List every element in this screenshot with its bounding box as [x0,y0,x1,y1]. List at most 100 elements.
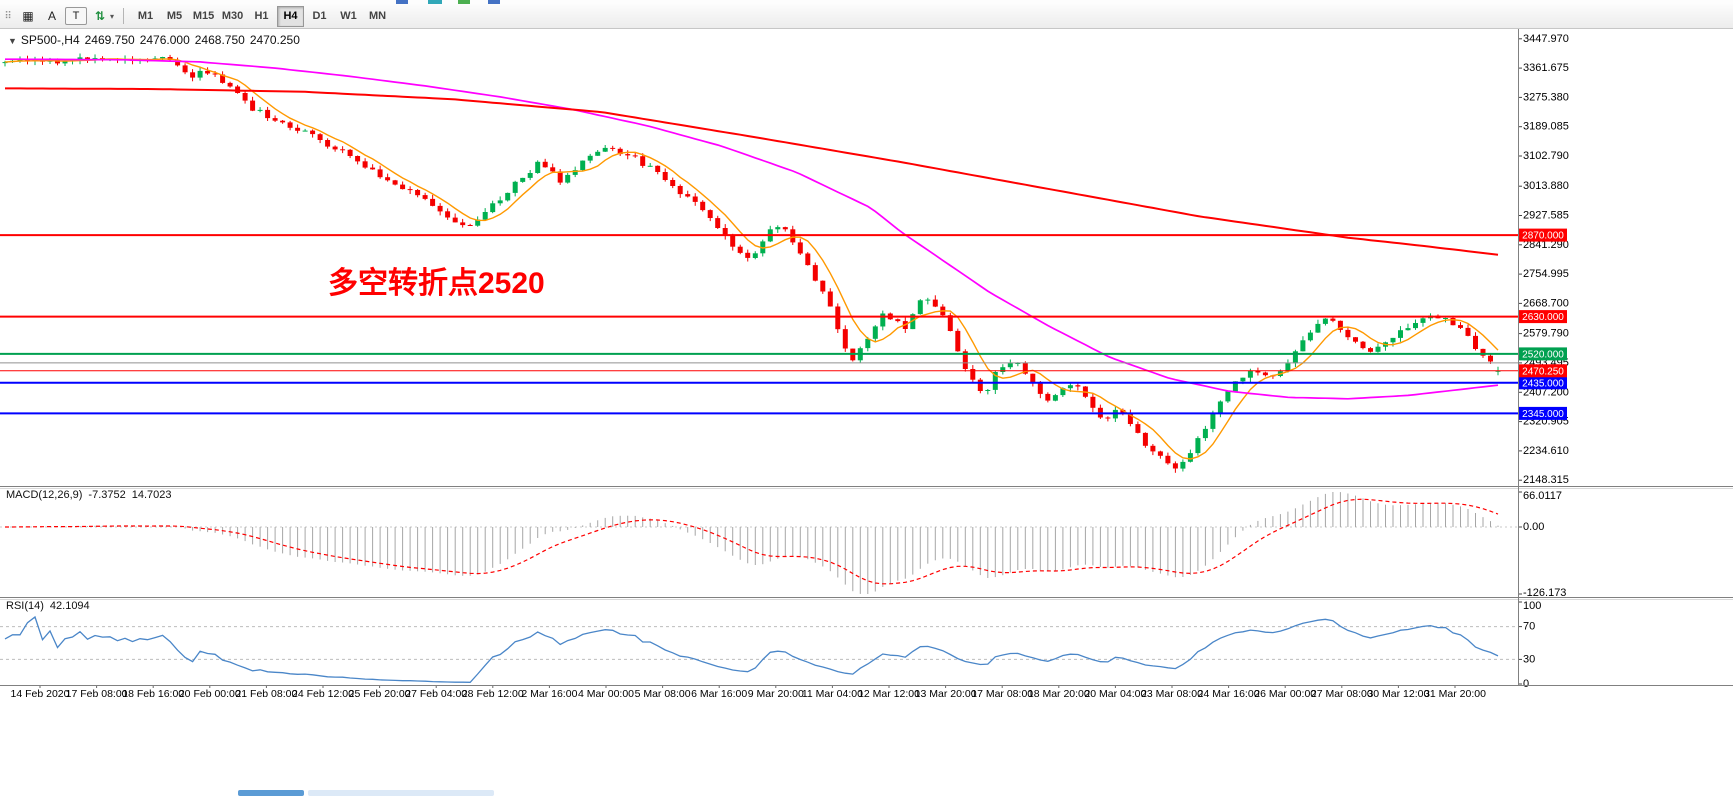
svg-text:2754.995: 2754.995 [1523,268,1569,280]
timeframe-m30[interactable]: M30 [221,10,244,22]
toolbar-icon-fragment [458,0,470,4]
timeframe-m5[interactable]: M5 [166,10,183,22]
macd-signal-line [5,498,1499,585]
svg-text:26 Mar 00:00: 26 Mar 00:00 [1254,688,1316,700]
toolbar-grip[interactable]: ⠿ [4,10,12,22]
timeframe-d1[interactable]: D1 [312,10,327,22]
timeframe-mn[interactable]: MN [368,10,387,22]
svg-text:0.00: 0.00 [1523,521,1544,533]
svg-text:2435.000: 2435.000 [1522,378,1564,389]
macd-label: MACD(12,26,9) [6,489,83,501]
svg-text:17 Feb 08:00: 17 Feb 08:00 [66,688,128,700]
rsi-indicator-header: RSI(14) 42.1094 [6,600,96,612]
svg-text:2579.790: 2579.790 [1523,328,1569,340]
ohlc-high: 2476.000 [139,33,190,47]
svg-text:3013.880: 3013.880 [1523,180,1569,192]
svg-text:6 Mar 16:00: 6 Mar 16:00 [691,688,747,700]
svg-text:3275.380: 3275.380 [1523,91,1569,103]
collapse-triangle-icon[interactable]: ▼ [8,36,17,46]
ma-fast-line [4,58,1499,460]
rsi-line [4,615,1499,683]
svg-text:-126.173: -126.173 [1523,587,1566,599]
ohlc-close: 2470.250 [249,33,300,47]
svg-text:4 Mar 00:00: 4 Mar 00:00 [578,688,634,700]
svg-text:70: 70 [1523,621,1535,633]
svg-text:0: 0 [1523,678,1529,690]
macd-indicator-header: MACD(12,26,9) -7.3752 14.7023 [6,489,178,501]
bottom-tab[interactable] [308,790,494,796]
text-annotation-icon[interactable]: A [47,9,56,23]
svg-text:27 Mar 08:00: 27 Mar 08:00 [1311,688,1373,700]
chart-ohlc-header: ▼ SP500-,H4 2469.750 2476.000 2468.750 2470.2… [8,33,305,47]
indicator-arrows-icon[interactable]: ⇅ [94,9,106,23]
rsi-label: RSI(14) [6,600,44,612]
svg-text:20 Feb 00:00: 20 Feb 00:00 [179,688,241,700]
top-toolbar-sliver [0,0,1733,4]
toolbar-separator [123,8,125,24]
toolbar-icon-fragment [488,0,500,4]
chart-text-annotation[interactable]: 多空转折点2520 [328,267,545,300]
svg-text:2841.290: 2841.290 [1523,239,1569,251]
svg-text:18 Mar 20:00: 18 Mar 20:00 [1028,688,1090,700]
timeframe-h1[interactable]: H1 [254,10,269,22]
candlestick-layer [2,53,1501,473]
bottom-tab-strip [0,789,1733,797]
toolbar-icon-fragment [396,0,408,4]
chart-window-icon[interactable]: ▦ [22,9,34,23]
svg-text:2 Mar 16:00: 2 Mar 16:00 [521,688,577,700]
svg-text:11 Mar 04:00: 11 Mar 04:00 [802,688,863,700]
ma-medium-line [5,58,1499,400]
timeframe-w1[interactable]: W1 [340,10,357,22]
svg-text:17 Mar 08:00: 17 Mar 08:00 [971,688,1033,700]
price-tag: 2345.000 [1519,406,1567,420]
svg-text:18 Feb 16:00: 18 Feb 16:00 [122,688,184,700]
chevron-down-icon[interactable]: ▾ [110,11,115,21]
svg-text:25 Feb 20:00: 25 Feb 20:00 [349,688,411,700]
rsi-panel: 100 70 30 0 [0,600,1541,690]
price-tag: 2520.000 [1519,347,1567,361]
rsi-value: 42.1094 [49,600,90,612]
svg-text:2470.250: 2470.250 [1522,366,1564,377]
ma-slow-line [5,87,1499,256]
svg-text:27 Feb 04:00: 27 Feb 04:00 [405,688,467,700]
timeframe-m1[interactable]: M1 [137,10,154,22]
toolbar-icon-fragment [428,0,442,4]
svg-text:9 Mar 20:00: 9 Mar 20:00 [748,688,804,700]
svg-text:12 Mar 12:00: 12 Mar 12:00 [858,688,920,700]
macd-main-value: -7.3752 [88,489,126,501]
svg-text:13 Mar 20:00: 13 Mar 20:00 [915,688,977,700]
svg-text:24 Mar 16:00: 24 Mar 16:00 [1198,688,1260,700]
panel-separators[interactable] [0,29,1733,686]
timeframe-m15[interactable]: M15 [192,10,215,22]
svg-text:3447.970: 3447.970 [1523,33,1569,45]
price-tag: 2435.000 [1519,376,1567,390]
svg-text:3189.085: 3189.085 [1523,121,1569,133]
svg-text:23 Mar 08:00: 23 Mar 08:00 [1141,688,1203,700]
svg-text:2927.585: 2927.585 [1523,210,1569,222]
svg-text:66.0117: 66.0117 [1523,490,1562,502]
svg-text:2870.000: 2870.000 [1522,231,1564,242]
price-axis: 3447.970 3361.675 3275.380 3189.085 3102.790… [1518,33,1569,486]
ohlc-low: 2468.750 [194,33,245,47]
svg-text:2668.700: 2668.700 [1523,297,1569,309]
label-tool-icon[interactable]: T [65,7,87,25]
svg-text:5 Mar 08:00: 5 Mar 08:00 [635,688,691,700]
macd-panel: 66.0117 0.00 -126.173 [0,490,1566,599]
price-tag: 2470.250 [1519,364,1567,378]
svg-text:2148.315: 2148.315 [1523,474,1569,486]
svg-text:2520.000: 2520.000 [1522,349,1564,360]
svg-text:30: 30 [1523,653,1535,665]
svg-text:3102.790: 3102.790 [1523,150,1569,162]
ohlc-open: 2469.750 [84,33,135,47]
horizontal-lines-layer [0,234,1518,415]
timeframe-h4[interactable]: H4 [277,5,305,27]
symbol-timeframe-label: SP500-,H4 [20,33,80,47]
bottom-tab[interactable] [238,790,304,796]
svg-text:24 Feb 12:00: 24 Feb 12:00 [292,688,354,700]
svg-text:20 Mar 04:00: 20 Mar 04:00 [1084,688,1146,700]
svg-text:2234.610: 2234.610 [1523,445,1569,457]
svg-text:2345.000: 2345.000 [1522,409,1564,420]
svg-text:28 Feb 12:00: 28 Feb 12:00 [462,688,524,700]
